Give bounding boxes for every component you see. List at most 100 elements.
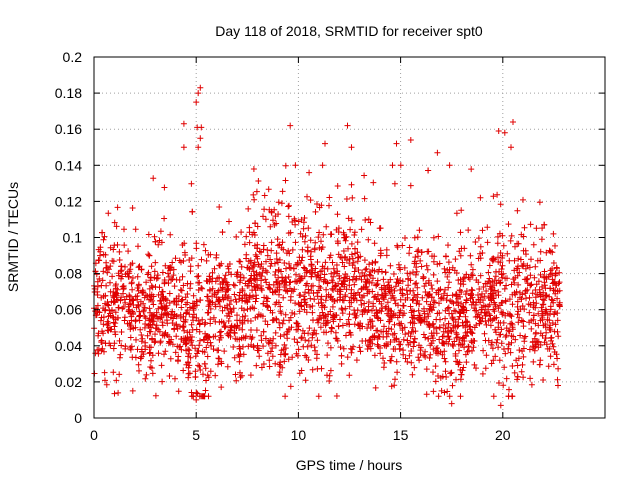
data-point [237, 374, 244, 381]
data-point [327, 231, 334, 238]
data-point [202, 387, 209, 394]
data-point [376, 333, 383, 340]
data-point [552, 282, 559, 289]
data-point [402, 235, 408, 241]
data-point [411, 335, 418, 342]
data-point [112, 285, 119, 292]
data-point [276, 324, 283, 331]
data-point [441, 265, 448, 272]
data-point [436, 336, 443, 343]
data-point [458, 207, 465, 214]
data-point [294, 326, 301, 333]
data-point [307, 197, 314, 204]
data-point [250, 293, 256, 300]
data-point [193, 396, 200, 403]
data-point [211, 290, 218, 296]
data-point [369, 323, 376, 330]
data-point [376, 307, 383, 314]
data-point [479, 250, 486, 256]
data-point [317, 296, 324, 303]
data-point [276, 256, 283, 263]
x-axis-label: GPS time / hours [296, 457, 403, 473]
data-point [316, 283, 323, 290]
y-tick-label: 0.08 [55, 266, 82, 282]
data-point [518, 368, 525, 375]
data-point [512, 336, 519, 343]
data-point [339, 259, 346, 266]
data-point [485, 278, 492, 285]
data-point [220, 279, 227, 286]
data-point [324, 372, 330, 379]
data-point [519, 361, 526, 368]
data-point [254, 284, 261, 291]
data-point [377, 317, 384, 324]
data-point [382, 269, 389, 276]
data-point [225, 318, 232, 324]
data-point [172, 349, 179, 356]
data-point [318, 299, 325, 306]
data-point [177, 286, 184, 293]
data-point [292, 221, 299, 228]
data-point [334, 297, 341, 304]
data-point [324, 265, 331, 272]
data-point [350, 295, 357, 302]
data-point [462, 299, 469, 306]
data-point [366, 343, 373, 350]
data-point [409, 314, 416, 321]
data-point [337, 344, 344, 351]
data-point [375, 295, 382, 302]
data-point [137, 326, 144, 333]
data-point [391, 337, 398, 343]
data-point [551, 328, 558, 335]
data-point [318, 293, 325, 300]
data-point [224, 312, 230, 319]
data-point [205, 251, 212, 258]
data-point [538, 236, 545, 243]
data-point [554, 317, 561, 324]
data-point [356, 292, 363, 298]
data-point [260, 213, 266, 220]
data-point [101, 233, 108, 240]
data-point [312, 239, 319, 246]
data-point [203, 344, 210, 351]
data-point [539, 225, 546, 232]
data-point [129, 205, 136, 211]
data-point [494, 191, 501, 198]
data-point [318, 202, 325, 209]
data-point [442, 286, 448, 293]
data-point [482, 318, 489, 325]
data-point [518, 317, 525, 324]
data-point [272, 360, 279, 367]
data-point [383, 252, 390, 259]
data-point [391, 382, 398, 389]
data-point [250, 268, 257, 275]
data-point [367, 219, 374, 226]
data-point [264, 321, 271, 328]
data-point [495, 254, 501, 261]
data-point [463, 359, 470, 366]
data-point [263, 279, 270, 286]
data-point [446, 310, 453, 317]
data-point [374, 281, 381, 287]
data-point [95, 346, 102, 353]
data-point [159, 305, 166, 312]
data-point [118, 294, 125, 301]
data-point [157, 339, 164, 346]
data-point [181, 327, 188, 334]
data-point [383, 328, 390, 335]
data-point [356, 273, 363, 280]
data-point [369, 307, 375, 314]
data-point [407, 287, 414, 294]
data-point [437, 286, 444, 293]
data-point [362, 266, 369, 273]
data-point [344, 122, 351, 129]
data-point [411, 320, 418, 327]
data-point [336, 275, 343, 282]
data-point [532, 343, 539, 350]
data-point [444, 388, 451, 395]
data-point [287, 229, 294, 236]
data-point [315, 234, 322, 241]
data-point [441, 389, 448, 396]
data-point [180, 120, 187, 127]
data-point [243, 255, 250, 262]
